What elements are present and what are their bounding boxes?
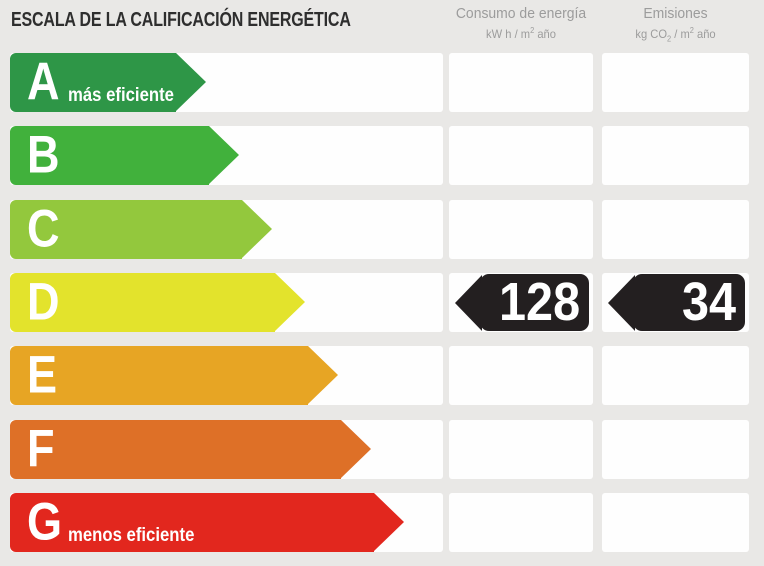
rating-note: más eficiente — [68, 85, 174, 106]
consumo-value: 128 — [498, 271, 580, 332]
emisiones-value-badge: 34 — [608, 274, 745, 331]
consumo-cell-g — [449, 493, 593, 552]
consumo-cell-b — [449, 126, 593, 185]
rating-arrow-c: C — [10, 200, 272, 259]
emisiones-cell-b — [602, 126, 749, 185]
page-title: ESCALA DE LA CALIFICACIÓN ENERGÉTICA — [11, 9, 351, 31]
right-arrow-tip-icon — [275, 273, 305, 331]
right-arrow-tip-icon — [341, 420, 371, 478]
rating-row-c: C — [0, 200, 764, 259]
emisiones-cell-c — [602, 200, 749, 259]
left-arrow-icon — [608, 274, 635, 331]
right-arrow-tip-icon — [308, 346, 338, 404]
rating-arrow-f: F — [10, 420, 371, 479]
consumo-column-label: Consumo de energía — [455, 5, 587, 22]
emisiones-cell-g — [602, 493, 749, 552]
rating-letter: D — [27, 271, 60, 331]
rating-note: menos eficiente — [68, 525, 195, 546]
rating-letter: F — [27, 418, 55, 478]
right-arrow-tip-icon — [176, 53, 206, 111]
right-arrow-tip-icon — [374, 493, 404, 551]
consumo-cell-c — [449, 200, 593, 259]
emisiones-value: 34 — [681, 271, 736, 332]
rating-letter: C — [27, 198, 60, 258]
rating-letter: E — [27, 344, 58, 404]
emisiones-column-header: Emisiones kg CO2 / m2 año — [607, 5, 744, 43]
rating-letter: B — [27, 124, 60, 184]
emisiones-cell-e — [602, 346, 749, 405]
rating-letter: A — [27, 51, 60, 111]
rating-row-b: B — [0, 126, 764, 185]
rating-letter: G — [27, 491, 63, 551]
emisiones-column-unit: kg CO2 / m2 año — [635, 26, 716, 44]
rating-row-d: 128 34 D — [0, 273, 764, 332]
right-arrow-tip-icon — [242, 200, 272, 258]
consumo-column-unit: kW h / m2 año — [486, 26, 556, 41]
consumo-value-badge: 128 — [455, 274, 589, 331]
rating-row-e: E — [0, 346, 764, 405]
consumo-column-header: Consumo de energía kW h / m2 año — [454, 5, 588, 41]
rating-arrow-b: B — [10, 126, 239, 185]
emisiones-column-label: Emisiones — [643, 5, 708, 22]
consumo-cell-e — [449, 346, 593, 405]
right-arrow-tip-icon — [209, 126, 239, 184]
rating-arrow-d: D — [10, 273, 305, 332]
consumo-cell-a — [449, 53, 593, 112]
rating-row-f: F — [0, 420, 764, 479]
emisiones-cell-d: 34 — [602, 273, 749, 332]
rating-arrow-e: E — [10, 346, 338, 405]
consumo-cell-f — [449, 420, 593, 479]
left-arrow-icon — [455, 274, 482, 331]
emisiones-cell-a — [602, 53, 749, 112]
emisiones-cell-f — [602, 420, 749, 479]
consumo-cell-d: 128 — [449, 273, 593, 332]
